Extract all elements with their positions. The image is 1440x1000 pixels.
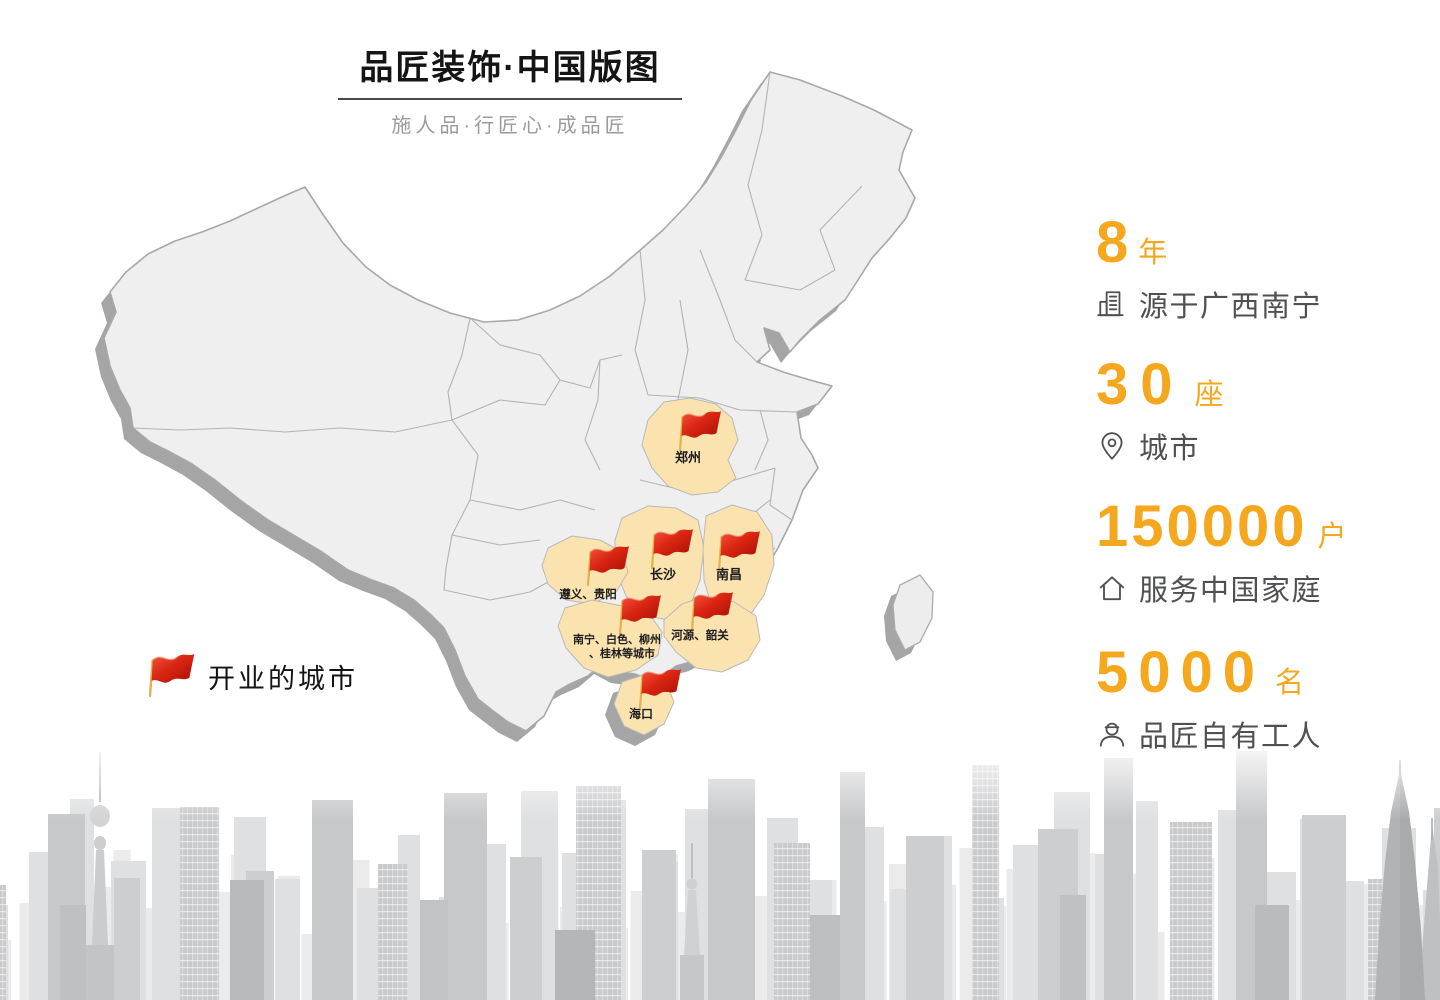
stat-caption: 服务中国家庭: [1139, 575, 1323, 607]
stat-years: 8 年 源于广西南宁: [1096, 210, 1322, 325]
stat-families: 150000 户 服务中国家庭: [1096, 494, 1347, 609]
label-haikou: 海口: [629, 706, 653, 721]
stat-caption: 品匠自有工人: [1139, 721, 1323, 753]
city-labels: 郑州 遵义、贵阳 长沙 南昌 南宁、白色、柳州 、桂林等城市 河源、韶关 海口: [559, 450, 742, 721]
stat-value: 8: [1096, 210, 1129, 275]
label-zhengzhou: 郑州: [675, 450, 701, 465]
legend-label: 开业的城市: [208, 663, 358, 694]
label-guangxi-cities-line2: 、桂林等城市: [589, 646, 655, 660]
label-zunyi-guiyang: 遵义、贵阳: [559, 587, 617, 601]
page-title: 品匠装饰·中国版图: [359, 49, 661, 87]
stat-value: 30: [1096, 352, 1185, 417]
location-pin-icon: [1101, 432, 1123, 460]
stat-caption: 城市: [1139, 433, 1201, 465]
stat-value: 150000: [1096, 494, 1308, 559]
stat-cities: 30 座 城市: [1096, 352, 1224, 467]
page-subtitle: 施人品·行匠心·成品匠: [391, 115, 629, 137]
label-guangxi-cities-line1: 南宁、白色、柳州: [573, 632, 661, 646]
header: 品匠装饰·中国版图 施人品·行匠心·成品匠: [330, 40, 690, 138]
worker-icon: [1099, 722, 1125, 747]
label-changsha: 长沙: [650, 567, 676, 582]
label-nanchang: 南昌: [716, 567, 742, 582]
stat-value: 5000: [1096, 640, 1266, 705]
spire-tower-right: [1375, 760, 1440, 1000]
red-flag-icon: [148, 653, 195, 698]
stat-unit: 户: [1317, 521, 1347, 553]
map-legend: 开业的城市: [144, 648, 358, 704]
skyline-accent-buildings: [60, 880, 1289, 1000]
stat-unit: 座: [1194, 379, 1224, 411]
title-divider: [338, 98, 682, 100]
stat-caption: 源于广西南宁: [1139, 291, 1323, 323]
province-borders: [132, 71, 863, 601]
taiwan-island: [892, 574, 934, 651]
tv-tower-middle: [680, 843, 704, 1000]
home-icon: [1099, 576, 1125, 601]
stat-workers: 5000 名 品匠自有工人: [1096, 640, 1322, 755]
stat-unit: 名: [1275, 667, 1305, 699]
stat-unit: 年: [1138, 237, 1168, 269]
label-heyuan-shaoguan: 河源、韶关: [671, 628, 729, 642]
building-icon: [1097, 291, 1124, 317]
